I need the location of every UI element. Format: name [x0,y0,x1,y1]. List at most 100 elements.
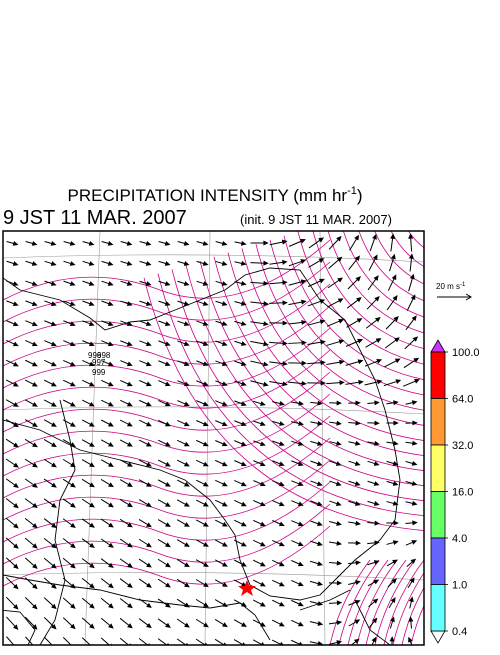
wind-arrow [234,360,247,366]
wind-arrow [81,518,95,528]
isobar [157,273,424,516]
wind-arrow [405,400,418,406]
wind-arrow [82,300,95,306]
wind-arrow [62,399,76,407]
wind-arrow [119,518,133,528]
wind-arrow [386,400,399,406]
wind-arrow [177,320,190,326]
wind-arrow [329,420,342,426]
wind-arrow [384,337,400,349]
wind-arrow [288,259,307,267]
wind-arrow [195,618,209,628]
wind-arrow [348,460,361,466]
wind-arrow [288,380,307,386]
wind-arrow [326,318,345,327]
wind-arrow [62,478,76,488]
wind-arrow [43,478,57,488]
wind-arrow [158,260,171,266]
wind-arrow [5,399,19,407]
wind-arrow [253,519,266,527]
wind-arrow [101,260,114,266]
wind-arrow [24,517,38,529]
wind-arrow [100,498,114,508]
wind-arrow [350,638,360,645]
contour-label: 997 [92,358,106,367]
wind-arrow [119,578,133,588]
wind-arrow [100,538,114,548]
wind-arrow [387,578,397,588]
wind-arrow [253,440,266,447]
wind-arrow [405,440,418,446]
isobar [365,559,407,645]
wind-arrow [5,537,19,549]
wind-arrow [138,558,152,568]
colorbar-label: 4.0 [452,533,467,545]
wind-arrow [269,300,288,306]
wind-arrow [120,300,133,306]
isobar [3,415,331,477]
wind-arrow [63,240,76,246]
wind-arrow [272,579,285,587]
location-marker [238,580,256,596]
wind-arrow [253,460,266,467]
wind-arrow [195,598,209,608]
wind-arrow [345,359,364,366]
wind-arrow [348,400,361,406]
wind-arrow [310,500,323,507]
wind-arrow [157,499,171,507]
wind-arrow [214,579,228,587]
wind-arrow [100,617,114,629]
isobar [374,231,424,285]
title-text: PRECIPITATION INTENSITY (mm hr [67,186,347,205]
wind-arrow [389,636,395,645]
wind-arrow [388,597,396,609]
wind-arrow [234,499,247,507]
wind-arrow [348,255,361,271]
wind-arrow [250,280,269,286]
wind-arrow [24,379,38,387]
wind-arrow [24,557,38,569]
wind-arrow [44,280,57,286]
wind-arrow [233,539,247,547]
wind-arrow [119,637,132,645]
reference-text: 20 m s [436,282,460,291]
wind-arrow [44,240,57,246]
wind-arrow [253,480,266,487]
title-suffix: ) [357,186,363,205]
wind-arrow [139,380,152,387]
wind-arrow [119,419,133,427]
wind-arrow [406,558,417,568]
wind-arrow [288,340,307,346]
wind-arrow [250,321,269,327]
wind-arrow [214,539,228,547]
wind-arrow [405,315,417,331]
wind-arrow [176,499,190,507]
wind-arrow [405,460,418,466]
wind-arrow [348,619,361,627]
reference-vector [437,293,472,301]
wind-arrow [157,598,171,608]
colorbar-segment [430,537,446,585]
wind-arrow [157,558,171,568]
wind-arrow [6,616,19,630]
wind-arrow [119,558,133,568]
wind-arrow [177,340,190,346]
wind-arrow [100,518,114,528]
colorbar-label: 0.4 [452,626,467,638]
wind-arrow [195,579,209,588]
colorbar-segment [430,584,446,632]
wind-arrow [6,240,19,246]
wind-arrow [291,619,304,627]
wind-arrow [269,259,288,265]
isobar [199,260,424,471]
wind-arrow [250,240,269,246]
wind-arrow [347,276,361,290]
wind-arrow [214,559,228,567]
wind-arrow [101,379,114,387]
wind-arrow [408,273,415,292]
isobar [312,231,424,349]
wind-arrow [25,320,38,327]
wind-arrow [348,580,361,585]
wind-arrow [233,559,247,567]
isobar [390,231,424,267]
